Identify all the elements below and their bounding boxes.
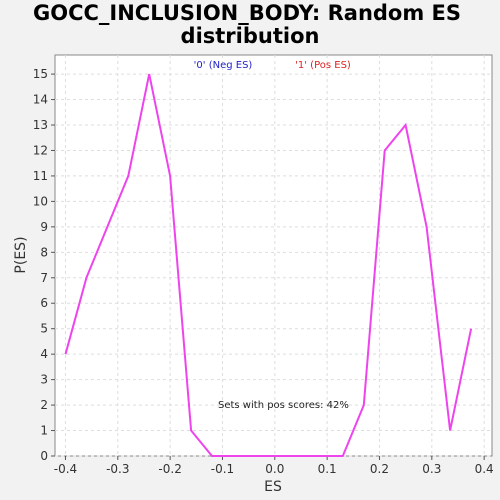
y-tick-label: 6 <box>40 296 48 310</box>
x-tick-label: 0.2 <box>370 462 389 476</box>
x-tick-label: -0.3 <box>106 462 129 476</box>
y-axis-label: P(ES) <box>13 236 29 273</box>
y-tick-label: 0 <box>40 449 48 463</box>
x-tick-label: 0.0 <box>265 462 284 476</box>
chart-title-line-2: distribution <box>181 24 320 48</box>
x-axis-ticks: -0.4 -0.3 -0.2 -0.1 0.0 0.1 0.2 0.3 0.4 <box>54 456 494 476</box>
series-layer <box>64 73 473 457</box>
plot-area <box>54 54 493 457</box>
x-tick-label: -0.1 <box>211 462 234 476</box>
pos-scores-annotation: Sets with pos scores: 42% <box>218 400 349 411</box>
grid-lines <box>55 55 492 457</box>
x-axis-label: ES <box>264 479 282 495</box>
y-tick-label: 11 <box>33 169 48 183</box>
y-tick-label: 5 <box>40 322 48 336</box>
x-tick-label: 0.4 <box>475 462 494 476</box>
y-tick-label: 8 <box>40 245 48 259</box>
y-tick-label: 3 <box>40 373 48 387</box>
x-tick-label: -0.2 <box>158 462 181 476</box>
legend-entry-0: '0' (Neg ES) <box>194 60 253 71</box>
y-tick-label: 9 <box>40 220 48 234</box>
y-tick-label: 2 <box>40 398 48 412</box>
legend: '0' (Neg ES) '1' (Pos ES) <box>194 60 351 71</box>
y-tick-label: 10 <box>33 194 48 208</box>
y-tick-label: 7 <box>40 271 48 285</box>
y-tick-label: 1 <box>40 424 48 438</box>
x-tick-label: -0.4 <box>54 462 77 476</box>
x-tick-label: 0.3 <box>422 462 441 476</box>
y-tick-label: 14 <box>33 93 48 107</box>
y-tick-label: 4 <box>40 347 48 361</box>
y-tick-label: 15 <box>33 67 48 81</box>
chart-title-line-1: GOCC_INCLUSION_BODY: Random ES <box>33 1 461 25</box>
es-distribution-line <box>64 73 473 457</box>
legend-entry-1: '1' (Pos ES) <box>295 60 351 71</box>
y-tick-label: 12 <box>33 143 48 157</box>
x-tick-label: 0.1 <box>318 462 337 476</box>
y-tick-label: 13 <box>33 118 48 132</box>
